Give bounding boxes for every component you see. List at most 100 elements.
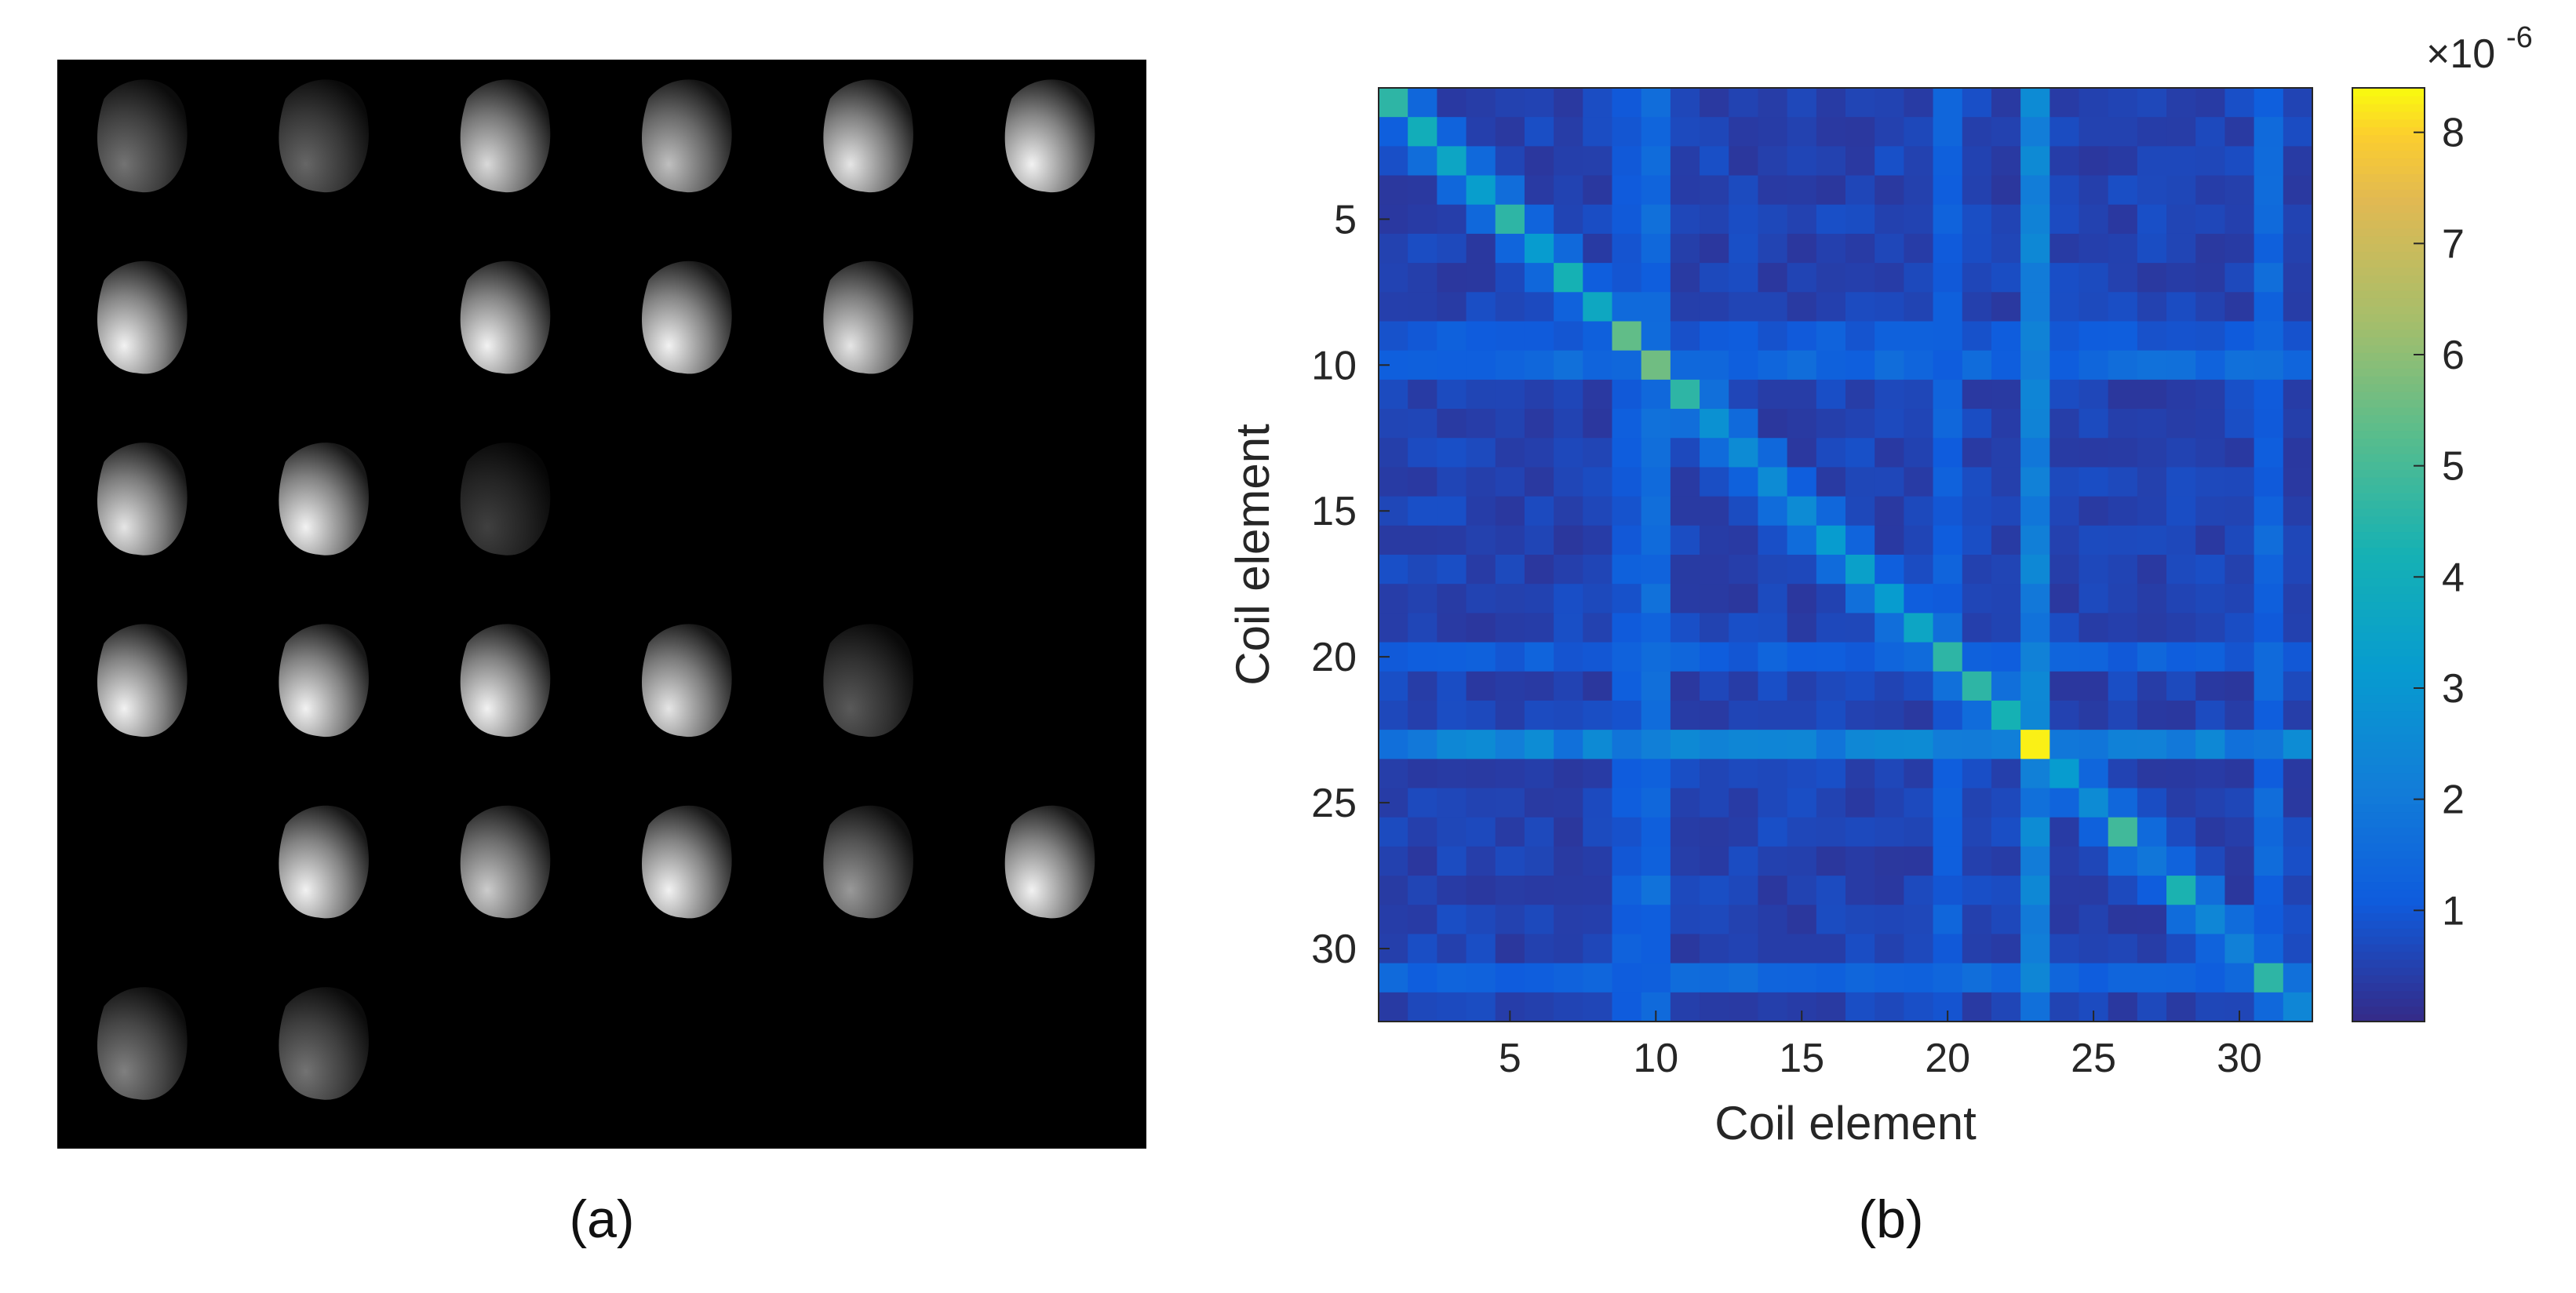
heatmap-cell (1408, 204, 1437, 235)
colorbar-segment (2352, 562, 2425, 571)
heatmap-cell (1991, 117, 2021, 147)
heatmap-cell (1670, 175, 1700, 206)
heatmap-cell (2137, 700, 2167, 730)
sensitivity-map-blob (97, 443, 188, 555)
heatmap-cell (2020, 263, 2050, 293)
heatmap-cell (1437, 700, 1467, 730)
heatmap-cell (1787, 905, 1817, 935)
colorbar-segment (2352, 88, 2425, 97)
heatmap-cell (1670, 88, 1700, 118)
heatmap-cell (2137, 438, 2167, 468)
heatmap-cell (1816, 438, 1846, 468)
heatmap-cell (2079, 876, 2109, 905)
heatmap-cell (2108, 88, 2138, 118)
heatmap-cell (1700, 146, 1729, 177)
heatmap-cell (2137, 876, 2167, 905)
heatmap-cell (1729, 730, 1759, 759)
heatmap-cell (1495, 379, 1525, 410)
heatmap-cell (2254, 117, 2284, 147)
heatmap-cell (2137, 642, 2167, 672)
heatmap-cell (1466, 321, 1496, 351)
heatmap-cell (1583, 88, 1613, 118)
colorbar-segment (2352, 935, 2425, 945)
heatmap-cell (1845, 233, 1875, 264)
heatmap-cell (2195, 876, 2226, 905)
heatmap-cell (2050, 175, 2080, 206)
heatmap-cell (1554, 438, 1583, 468)
heatmap-cell (2195, 613, 2226, 643)
heatmap-cell (2195, 204, 2226, 235)
heatmap-cell (1700, 88, 1729, 118)
heatmap-cell (1904, 846, 1934, 876)
heatmap-cell (1583, 905, 1613, 935)
heatmap-cell (1641, 292, 1671, 322)
heatmap-cell (1495, 817, 1525, 847)
heatmap-cell (1845, 175, 1875, 206)
heatmap-cell (2283, 846, 2313, 876)
heatmap-cell (1583, 876, 1613, 905)
heatmap-cell (2224, 321, 2255, 351)
heatmap-cell (1524, 905, 1554, 935)
heatmap-cells (1379, 88, 2313, 1022)
colorbar-segment (2352, 344, 2425, 353)
colorbar-segment (2352, 897, 2425, 906)
heatmap-cell (1437, 613, 1467, 643)
heatmap-cell (1466, 992, 1496, 1022)
heatmap-cell (1991, 379, 2021, 410)
heatmap-cell (1495, 438, 1525, 468)
heatmap-cell (1437, 263, 1467, 293)
heatmap-cell (1437, 905, 1467, 935)
heatmap-cell (2224, 846, 2255, 876)
heatmap-cell (2079, 555, 2109, 585)
heatmap-cell (1816, 204, 1846, 235)
heatmap-cell (2137, 759, 2167, 789)
heatmap-cell (1729, 350, 1759, 381)
heatmap-cell (1991, 846, 2021, 876)
heatmap-cell (1904, 700, 1934, 730)
heatmap-cell (1787, 555, 1817, 585)
heatmap-cell (1466, 759, 1496, 789)
heatmap-cell (1875, 555, 1904, 585)
heatmap-cell (2108, 321, 2138, 351)
heatmap-cell (1845, 730, 1875, 759)
heatmap-cell (2224, 88, 2255, 118)
heatmap-cell (2166, 263, 2196, 293)
heatmap-cell (2050, 204, 2080, 235)
heatmap-cell (1641, 467, 1671, 497)
heatmap-cell (1408, 496, 1437, 526)
heatmap-cell (1991, 788, 2021, 818)
heatmap-cell (1466, 263, 1496, 293)
heatmap-cell (1962, 263, 1992, 293)
heatmap-cell (1554, 642, 1583, 672)
heatmap-cell (1583, 730, 1613, 759)
heatmap-cell (2020, 233, 2050, 264)
heatmap-cell (2195, 321, 2226, 351)
colorbar-segment (2352, 873, 2425, 883)
colorbar-segment (2352, 446, 2425, 454)
colorbar-segment (2352, 819, 2425, 828)
heatmap-cell (1904, 934, 1934, 964)
heatmap-cell (1875, 584, 1904, 614)
heatmap-cell (1758, 555, 1788, 585)
heatmap-cell (1845, 759, 1875, 789)
heatmap-cell (1670, 642, 1700, 672)
heatmap-cell (1612, 934, 1642, 964)
heatmap-cell (1670, 934, 1700, 964)
heatmap-cell (1612, 379, 1642, 410)
heatmap-cell (1991, 584, 2021, 614)
heatmap-cell (2050, 379, 2080, 410)
heatmap-cell (1875, 146, 1904, 177)
heatmap-cell (2283, 438, 2313, 468)
heatmap-cell (1524, 671, 1554, 701)
heatmap-cell (1466, 292, 1496, 322)
heatmap-cell (2224, 642, 2255, 672)
heatmap-cell (1612, 321, 1642, 351)
heatmap-cell (1379, 175, 1408, 206)
heatmap-cell (1816, 817, 1846, 847)
heatmap-cell (2195, 438, 2226, 468)
heatmap-cell (2283, 905, 2313, 935)
heatmap-cell (1991, 350, 2021, 381)
heatmap-cell (1962, 846, 1992, 876)
colorbar-segment (2352, 305, 2425, 315)
heatmap-cell (1729, 263, 1759, 293)
